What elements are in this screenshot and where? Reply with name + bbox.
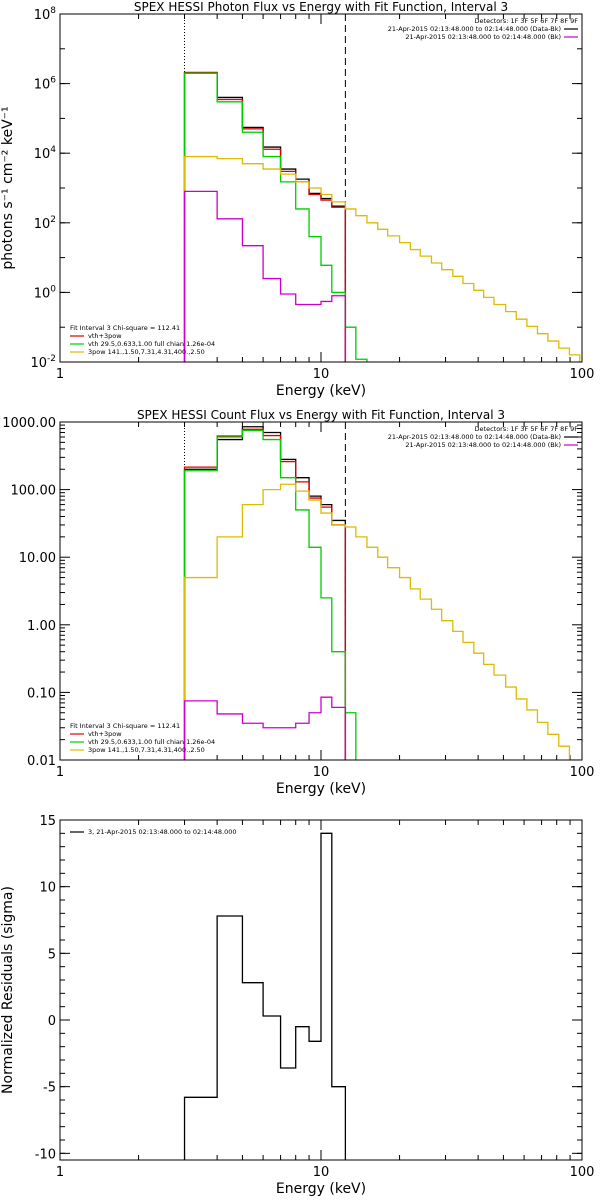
y-tick-label: 5 [48, 947, 56, 962]
series-line-1 [183, 428, 347, 760]
legend-entry: 21-Apr-2015 02:13:48.000 to 02:14:48.000… [405, 441, 561, 449]
y-tick-base: 10 [30, 356, 47, 371]
y-tick-label: -10 [35, 1147, 56, 1162]
x-tick-label: 10 [313, 765, 330, 780]
x-axis-label: Energy (keV) [276, 781, 366, 797]
detectors-legend-header: Detectors: 1F 3F 5F 6F 7F 8F 9F [475, 425, 579, 433]
y-tick-label: 10 [39, 881, 56, 896]
y-tick-label: 106 [34, 76, 57, 93]
x-tick-label: 1 [56, 1165, 64, 1180]
series-line-4 [183, 696, 347, 760]
y-tick-label: 10-2 [30, 354, 56, 371]
y-tick-label: 108 [34, 6, 57, 23]
count-flux-panel: SPEX HESSI Count Flux vs Energy with Fit… [2, 408, 594, 797]
legend-entry: vth+3pow [88, 332, 122, 340]
fit-legend-header: Fit Interval 3 Chi-square = 112.41 [70, 722, 180, 730]
y-tick-label: 0.10 [27, 686, 56, 701]
series-line-2 [183, 72, 368, 362]
y-tick-base: 10 [34, 8, 51, 23]
y-tick-label: 1.00 [27, 619, 56, 634]
plot-frame [59, 13, 583, 363]
series-line-1 [183, 71, 347, 362]
y-tick-label: -5 [43, 1081, 56, 1096]
y-tick-label: 0 [48, 1014, 56, 1029]
y-tick-label: 15 [39, 814, 56, 829]
x-tick-label: 1 [56, 367, 64, 382]
y-tick-label: 104 [34, 145, 57, 162]
series-group [183, 832, 347, 1160]
chart-title: SPEX HESSI Count Flux vs Energy with Fit… [137, 408, 505, 422]
series-line-4 [183, 190, 347, 362]
y-tick-base: 10 [34, 78, 51, 93]
legend-entry: vth 29.5,0.633,1.00 full chian 1.26e-04 [88, 340, 215, 348]
y-axis-label: Normalized Residuals (sigma) [0, 886, 16, 1094]
series-line-3 [183, 483, 581, 760]
y-tick-base: 10 [34, 147, 51, 162]
x-tick-label: 100 [570, 765, 595, 780]
legend-entry: 21-Apr-2015 02:13:48.000 to 02:14:48.000… [388, 433, 561, 441]
legend-entry: 21-Apr-2015 02:13:48.000 to 02:14:48.000… [405, 33, 561, 41]
y-tick-label: 100 [34, 284, 57, 301]
y-tick-label: 1000.00 [2, 416, 56, 431]
y-tick-label: 102 [34, 215, 56, 232]
y-tick-exponent: 8 [50, 6, 56, 16]
legend-entry: vth+3pow [88, 730, 122, 738]
plot-frame [59, 819, 583, 1161]
legend-entry: 21-Apr-2015 02:13:48.000 to 02:14:48.000… [388, 25, 561, 33]
plot-frame [59, 421, 583, 761]
y-tick-exponent: 0 [50, 284, 56, 294]
series-line-0 [183, 832, 347, 1160]
y-tick-label: 10.00 [19, 551, 56, 566]
y-tick-exponent: 4 [50, 145, 56, 155]
legend-entry: 3, 21-Apr-2015 02:13:48.000 to 02:14:48.… [88, 828, 237, 836]
y-tick-base: 10 [34, 286, 51, 301]
residuals-panel: 1 10 100 -10 -5 0 5 10 15 Energy (keV) Normalized … [0, 814, 594, 1197]
series-line-3 [183, 155, 581, 362]
series-line-0 [183, 72, 347, 362]
y-tick-exponent: 6 [50, 76, 56, 86]
x-axis-label: Energy (keV) [276, 1181, 366, 1197]
detectors-legend-header: Detectors: 1F 3F 5F 6F 7F 8F 9F [475, 17, 579, 25]
y-axis-label: photons s⁻¹ cm⁻² keV⁻¹ [0, 106, 16, 269]
legend-entry: vth 29.5,0.633,1.00 full chian 1.26e-04 [88, 738, 215, 746]
y-tick-base: 10 [34, 217, 51, 232]
x-axis-label: Energy (keV) [276, 383, 366, 399]
fit-legend-header: Fit Interval 3 Chi-square = 112.41 [70, 324, 180, 332]
legend-entry: 3pow 141.,1.50,7.31,4.31,400.,2.50 [88, 746, 205, 754]
x-tick-label: 100 [570, 367, 595, 382]
y-tick-label: 100.00 [11, 484, 57, 499]
photon-flux-panel: SPEX HESSI Photon Flux vs Energy with Fi… [0, 0, 594, 399]
y-tick-exponent: 2 [50, 215, 56, 225]
x-tick-label: 100 [570, 1165, 595, 1180]
series-line-0 [183, 426, 347, 760]
x-tick-label: 1 [56, 765, 64, 780]
legend-entry: 3pow 141.,1.50,7.31,4.31,400.,2.50 [88, 348, 205, 356]
series-line-2 [183, 429, 357, 760]
series-group [183, 71, 581, 362]
x-tick-label: 10 [313, 1165, 330, 1180]
y-tick-exponent: -2 [47, 354, 56, 364]
x-tick-label: 10 [313, 367, 330, 382]
y-tick-label: 0.01 [27, 754, 56, 769]
chart-title: SPEX HESSI Photon Flux vs Energy with Fi… [134, 0, 508, 14]
series-group [183, 426, 581, 760]
